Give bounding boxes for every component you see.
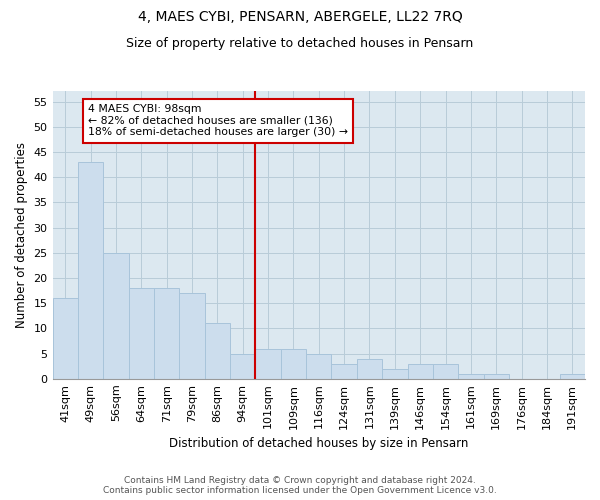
- Bar: [484, 374, 509, 379]
- Bar: [331, 364, 357, 379]
- Bar: [179, 293, 205, 379]
- Text: 4, MAES CYBI, PENSARN, ABERGELE, LL22 7RQ: 4, MAES CYBI, PENSARN, ABERGELE, LL22 7R…: [137, 10, 463, 24]
- Text: Size of property relative to detached houses in Pensarn: Size of property relative to detached ho…: [127, 38, 473, 51]
- Bar: [53, 298, 78, 379]
- Bar: [78, 162, 103, 379]
- Bar: [560, 374, 585, 379]
- Bar: [205, 324, 230, 379]
- Bar: [128, 288, 154, 379]
- Bar: [103, 253, 128, 379]
- Bar: [433, 364, 458, 379]
- Bar: [281, 348, 306, 379]
- Bar: [458, 374, 484, 379]
- Bar: [256, 348, 281, 379]
- Bar: [357, 358, 382, 379]
- X-axis label: Distribution of detached houses by size in Pensarn: Distribution of detached houses by size …: [169, 437, 469, 450]
- Text: Contains HM Land Registry data © Crown copyright and database right 2024.
Contai: Contains HM Land Registry data © Crown c…: [103, 476, 497, 495]
- Y-axis label: Number of detached properties: Number of detached properties: [15, 142, 28, 328]
- Text: 4 MAES CYBI: 98sqm
← 82% of detached houses are smaller (136)
18% of semi-detach: 4 MAES CYBI: 98sqm ← 82% of detached hou…: [88, 104, 348, 138]
- Bar: [306, 354, 331, 379]
- Bar: [230, 354, 256, 379]
- Bar: [382, 368, 407, 379]
- Bar: [407, 364, 433, 379]
- Bar: [154, 288, 179, 379]
